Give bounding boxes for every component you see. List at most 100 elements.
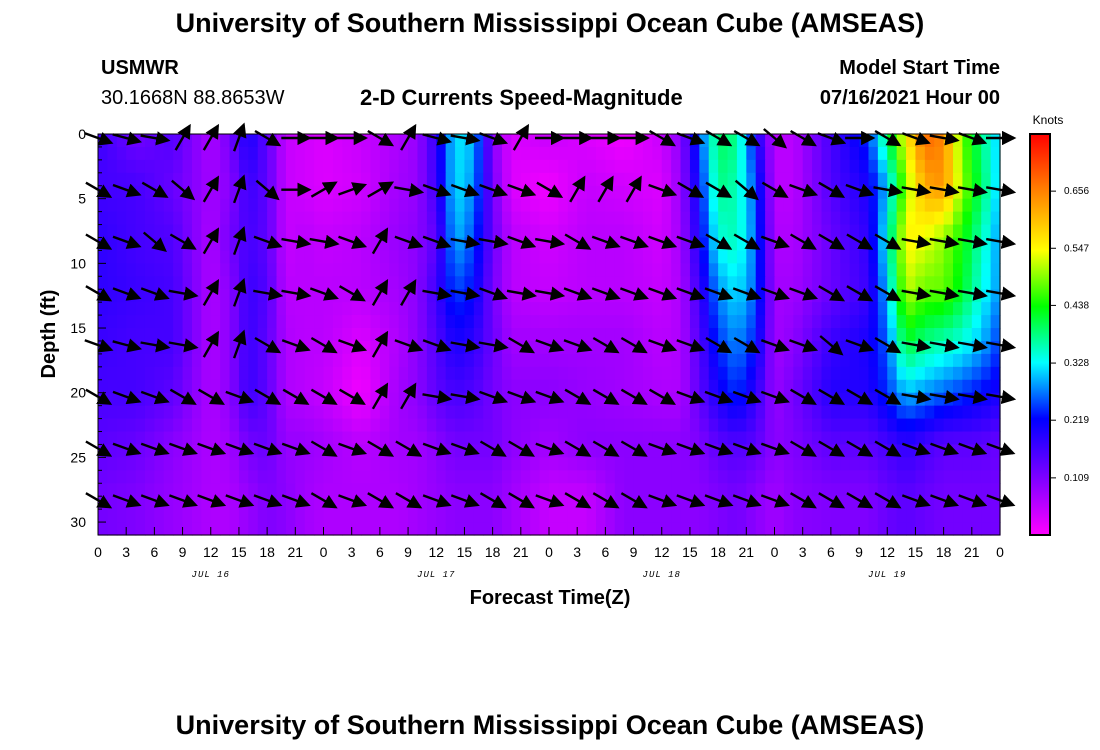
current-arrow: [309, 234, 340, 249]
heatmap-cell: [126, 224, 137, 239]
heatmap-cell: [332, 159, 343, 174]
heatmap-cell: [370, 289, 381, 303]
heatmap-cell: [436, 470, 447, 484]
heatmap-cell: [868, 211, 879, 226]
heatmap-cell: [812, 315, 823, 329]
heatmap-cell: [708, 483, 719, 497]
heatmap-cell: [173, 302, 184, 316]
heatmap-cell: [126, 328, 137, 342]
heatmap-cell: [924, 418, 935, 433]
current-arrow: [371, 279, 389, 306]
heatmap-cell: [539, 496, 550, 510]
heatmap-cell: [652, 522, 663, 536]
heatmap-cell: [812, 237, 823, 252]
heatmap-cell: [502, 198, 513, 213]
heatmap-cell: [182, 366, 193, 381]
heatmap-cell: [962, 340, 973, 355]
heatmap-cell: [736, 250, 747, 264]
heatmap-cell: [107, 302, 118, 316]
current-arrow: [394, 338, 424, 353]
heatmap-cell: [473, 224, 484, 239]
heatmap-cell: [417, 444, 428, 458]
heatmap-cell: [389, 224, 400, 239]
heatmap-cell: [520, 289, 531, 303]
heatmap-cell: [182, 340, 193, 355]
heatmap-cell: [981, 146, 992, 161]
current-arrow: [197, 494, 227, 508]
heatmap-cell: [492, 224, 503, 239]
heatmap-cell: [342, 522, 353, 536]
current-arrow: [676, 442, 706, 456]
heatmap-cell: [229, 211, 240, 226]
heatmap-cell: [520, 405, 531, 420]
heatmap-cell: [455, 159, 466, 174]
heatmap-cell: [455, 276, 466, 290]
heatmap-cell: [689, 366, 700, 381]
heatmap-cell: [502, 418, 513, 433]
heatmap-cell: [191, 366, 202, 381]
heatmap-cell: [774, 172, 785, 187]
heatmap-cell: [154, 134, 165, 148]
heatmap-cell: [276, 328, 287, 342]
heatmap-cell: [699, 379, 710, 394]
heatmap-cell: [736, 366, 747, 381]
heatmap-cell: [361, 431, 372, 446]
heatmap-cell: [671, 276, 682, 290]
heatmap-cell: [642, 405, 653, 420]
current-arrow: [254, 129, 282, 147]
heatmap-cell: [304, 379, 315, 394]
heatmap-cell: [549, 522, 559, 536]
heatmap-cell: [605, 522, 616, 536]
heatmap-cell: [577, 418, 588, 433]
current-arrow: [232, 277, 247, 307]
heatmap-cell: [379, 366, 390, 381]
heatmap-cell: [323, 198, 334, 213]
heatmap-cell: [107, 250, 118, 264]
heatmap-cell: [906, 496, 917, 510]
heatmap-cell: [755, 431, 766, 446]
heatmap-cell: [285, 509, 296, 523]
y-axis-label: Depth (ft): [38, 290, 60, 379]
heatmap-cell: [549, 237, 559, 252]
heatmap-cell: [595, 379, 606, 394]
heatmap-cell: [539, 457, 550, 471]
heatmap-cell: [689, 224, 700, 239]
heatmap-cell: [163, 250, 174, 264]
heatmap-cell: [953, 418, 964, 433]
heatmap-cell: [361, 522, 372, 536]
heatmap-cell: [426, 522, 437, 536]
heatmap-cell: [821, 185, 832, 200]
heatmap-cell: [530, 353, 541, 368]
heatmap-cell: [830, 483, 841, 497]
heatmap-cell: [671, 134, 682, 148]
heatmap-cell: [370, 522, 381, 536]
heatmap-cell: [361, 315, 372, 329]
heatmap-cell: [605, 185, 616, 200]
heatmap-cell: [492, 457, 503, 471]
heatmap-cell: [859, 366, 870, 381]
heatmap-cell: [727, 366, 738, 381]
heatmap-cell: [408, 431, 419, 446]
heatmap-cell: [126, 483, 137, 497]
heatmap-cell: [765, 353, 776, 368]
current-arrow: [310, 492, 338, 509]
current-arrow: [846, 440, 874, 457]
heatmap-cell: [257, 496, 268, 510]
heatmap-cell: [398, 431, 409, 446]
heatmap-cell: [144, 224, 155, 239]
colorbar-tick-label: 0.328: [1064, 358, 1089, 369]
heatmap-cell: [896, 159, 907, 174]
heatmap-cell: [445, 405, 456, 420]
heatmap-cell: [229, 198, 240, 213]
heatmap-cell: [314, 405, 325, 420]
heatmap-cell: [708, 444, 719, 458]
heatmap-cell: [379, 315, 390, 329]
heatmap-cell: [624, 457, 635, 471]
heatmap-cell: [285, 146, 296, 161]
heatmap-cell: [511, 418, 522, 433]
heatmap-cell: [595, 392, 606, 407]
heatmap-cell: [943, 185, 954, 200]
heatmap-cell: [436, 418, 447, 433]
heatmap-cell: [708, 224, 719, 239]
current-arrow: [874, 440, 902, 457]
